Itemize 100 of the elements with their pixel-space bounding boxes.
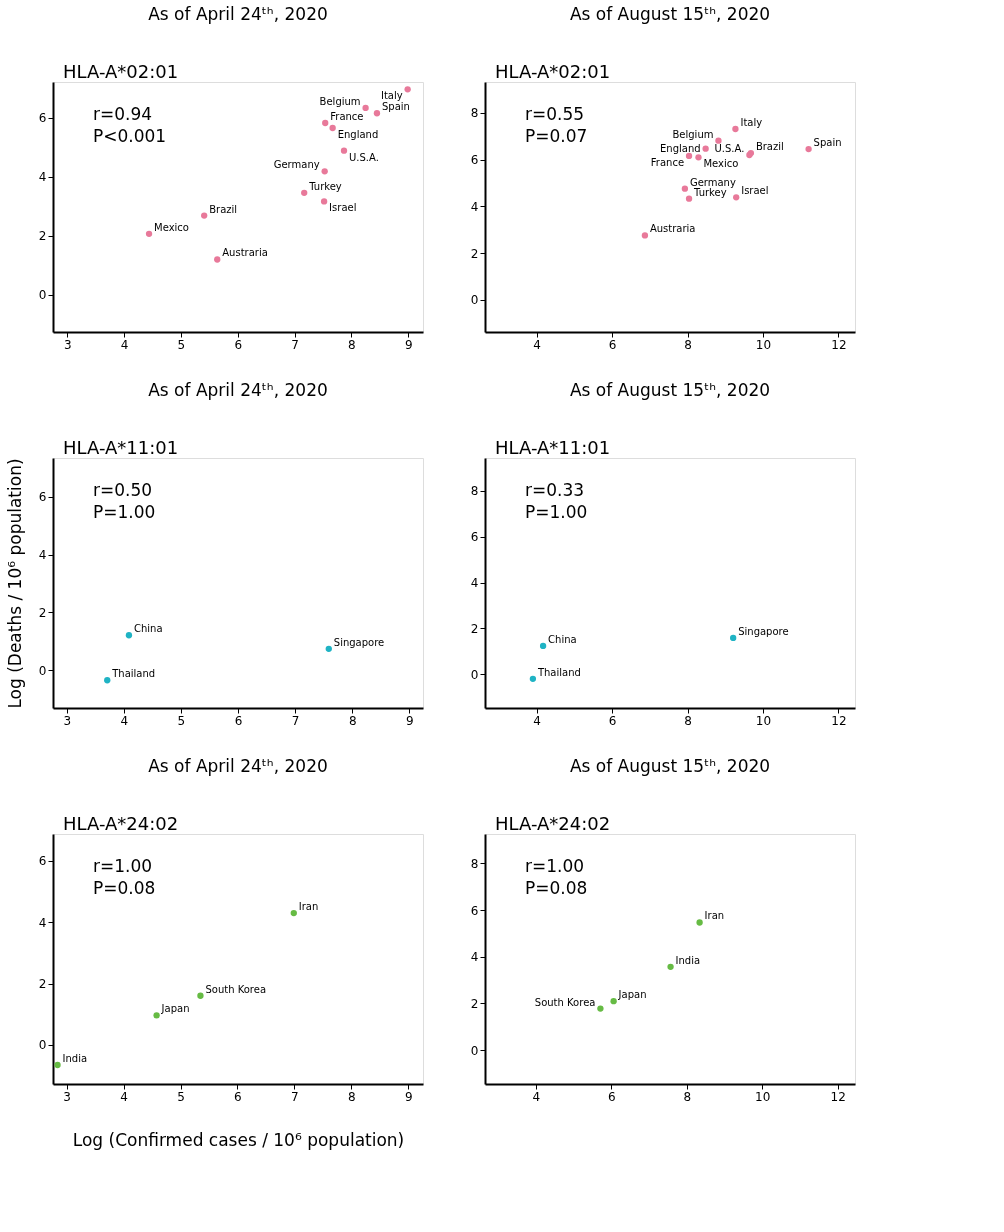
point — [340, 147, 348, 154]
series-label: South Korea — [534, 996, 596, 1008]
y-tick-label: 6 — [470, 903, 479, 918]
text: HLA-A*24:02 — [63, 813, 179, 834]
point — [290, 909, 297, 917]
point — [610, 997, 617, 1005]
series-label: Israel — [329, 202, 357, 214]
annotation: r=1.00 — [93, 856, 153, 876]
y-tick-label: 4 — [38, 170, 47, 185]
point — [54, 1061, 61, 1069]
point — [695, 154, 702, 161]
annotation: r=1.00 — [525, 856, 585, 876]
point — [301, 189, 308, 196]
point — [329, 124, 336, 132]
x-tick-label: 10 — [755, 713, 772, 728]
y-tick-label: 0 — [38, 663, 47, 678]
series-label: Turkey — [693, 186, 727, 198]
y-tick-label: 6 — [470, 153, 479, 168]
series-label: England — [337, 128, 379, 140]
point — [214, 256, 221, 263]
point — [529, 675, 537, 682]
x-tick-label: 8 — [347, 1089, 356, 1104]
x-tick-label: 6 — [608, 1089, 616, 1104]
y-tick-label: 6 — [38, 854, 47, 869]
x-tick-label: 6 — [234, 713, 243, 728]
series-label: U.S.A. — [349, 151, 379, 163]
x-tick-label: 6 — [234, 1089, 242, 1104]
annotation: P=0.08 — [525, 878, 588, 898]
x-tick-label: 7 — [291, 337, 299, 352]
series-label: South Korea — [205, 983, 267, 995]
x-tick-label: 6 — [608, 713, 617, 728]
series-label: Iran — [298, 901, 319, 913]
annotation: P=1.00 — [93, 502, 156, 522]
series-label: Japan — [160, 1003, 190, 1015]
y-tick-label: 6 — [38, 490, 47, 505]
text: HLA-A*11:01 — [495, 437, 611, 458]
y-tick-label: 0 — [38, 288, 47, 303]
series-label: Austraria — [649, 223, 696, 235]
chart-title: As of April 24ᵗʰ, 2020 — [148, 4, 328, 24]
point — [320, 198, 328, 205]
point — [696, 919, 703, 926]
y-tick-label: 2 — [470, 246, 479, 261]
point — [322, 119, 329, 127]
y-tick-label: 8 — [470, 856, 479, 871]
y-tick-label: 4 — [470, 576, 479, 591]
y-tick-label: 6 — [470, 530, 479, 545]
y-tick-label: 0 — [470, 667, 479, 682]
point — [153, 1012, 160, 1019]
x-tick-label: 9 — [404, 337, 413, 352]
series-label: Spain — [381, 101, 410, 113]
x-tick-label: 8 — [684, 713, 692, 728]
point — [681, 185, 689, 192]
y-tick-label: 2 — [470, 622, 479, 636]
series-label: England — [660, 142, 701, 154]
point — [145, 230, 153, 237]
x-tick-label: 7 — [291, 713, 300, 728]
series-label: France — [330, 110, 364, 122]
x-tick-label: 4 — [120, 713, 129, 728]
series-label: Thailand — [111, 668, 156, 680]
series-label: Italy — [740, 117, 763, 129]
y-axis-title: Log (Deaths / 10⁶ population) — [4, 458, 25, 709]
y-tick-label: 8 — [470, 106, 479, 121]
x-tick-label: 9 — [405, 713, 414, 728]
point — [702, 145, 709, 152]
point — [404, 86, 411, 93]
y-tick-label: 0 — [38, 1038, 47, 1053]
series-label: Israel — [741, 185, 769, 197]
point — [685, 195, 693, 202]
annotation: r=0.94 — [93, 104, 153, 124]
series-label: Germany — [273, 159, 320, 171]
x-tick-label: 8 — [683, 1089, 692, 1104]
y-tick-label: 4 — [38, 548, 47, 563]
series-label: U.S.A. — [714, 142, 745, 154]
annotation: P=1.00 — [525, 502, 588, 522]
series-label: Singapore — [333, 636, 385, 648]
series-label: Iran — [704, 910, 725, 922]
x-tick-label: 4 — [533, 713, 541, 728]
x-tick-label: 5 — [177, 337, 186, 352]
x-tick-label: 10 — [755, 337, 772, 352]
chart-title: As of August 15ᵗʰ, 2020 — [569, 756, 771, 776]
annotation: P<0.001 — [93, 126, 167, 146]
series-label: Japan — [617, 989, 647, 1001]
x-tick-label: 10 — [755, 1089, 771, 1104]
y-tick-label: 2 — [470, 996, 479, 1011]
series-label: Mexico — [703, 158, 739, 170]
x-tick-label: 3 — [63, 713, 72, 728]
y-tick-label: 6 — [38, 111, 47, 126]
chart-title: As of April 24ᵗʰ, 2020 — [148, 756, 328, 776]
series-label: Belgium — [672, 128, 714, 140]
x-tick-label: 4 — [120, 337, 129, 352]
point — [597, 1005, 604, 1012]
series-label: India — [62, 1053, 88, 1064]
series-label: China — [548, 633, 577, 645]
series-label: India — [675, 954, 701, 966]
point — [362, 104, 369, 112]
y-tick-label: 4 — [470, 950, 479, 965]
x-tick-label: 12 — [830, 1089, 846, 1104]
series-label: Austraria — [222, 247, 268, 259]
annotation: r=0.33 — [525, 480, 585, 500]
point — [732, 125, 739, 133]
